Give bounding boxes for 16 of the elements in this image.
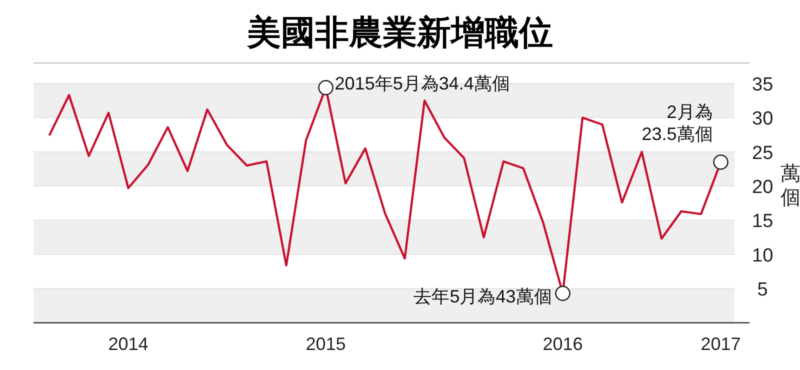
annotation: 去年5月為43萬個	[414, 286, 552, 306]
ylabel: 萬個	[780, 163, 800, 209]
y-tick-label: 30	[752, 108, 774, 130]
y-tick-label: 5	[757, 280, 768, 301]
x-tick-label: 2017	[700, 334, 741, 354]
y-tick-label: 10	[752, 245, 774, 266]
y-tick-label: 25	[752, 142, 774, 164]
y-tick-label: 35	[752, 74, 774, 96]
annotation: 2015年5月為34.4萬個	[334, 74, 510, 94]
title: 美國非農業新增職位	[247, 13, 553, 53]
annotation: 2月為 23.5萬個	[642, 102, 713, 144]
x-tick-label: 2016	[542, 334, 583, 354]
x-tick-label: 2015	[306, 334, 346, 354]
y-tick-label: 20	[752, 177, 774, 198]
y-tick-label: 15	[752, 211, 774, 232]
x-tick-label: 2014	[108, 334, 148, 354]
